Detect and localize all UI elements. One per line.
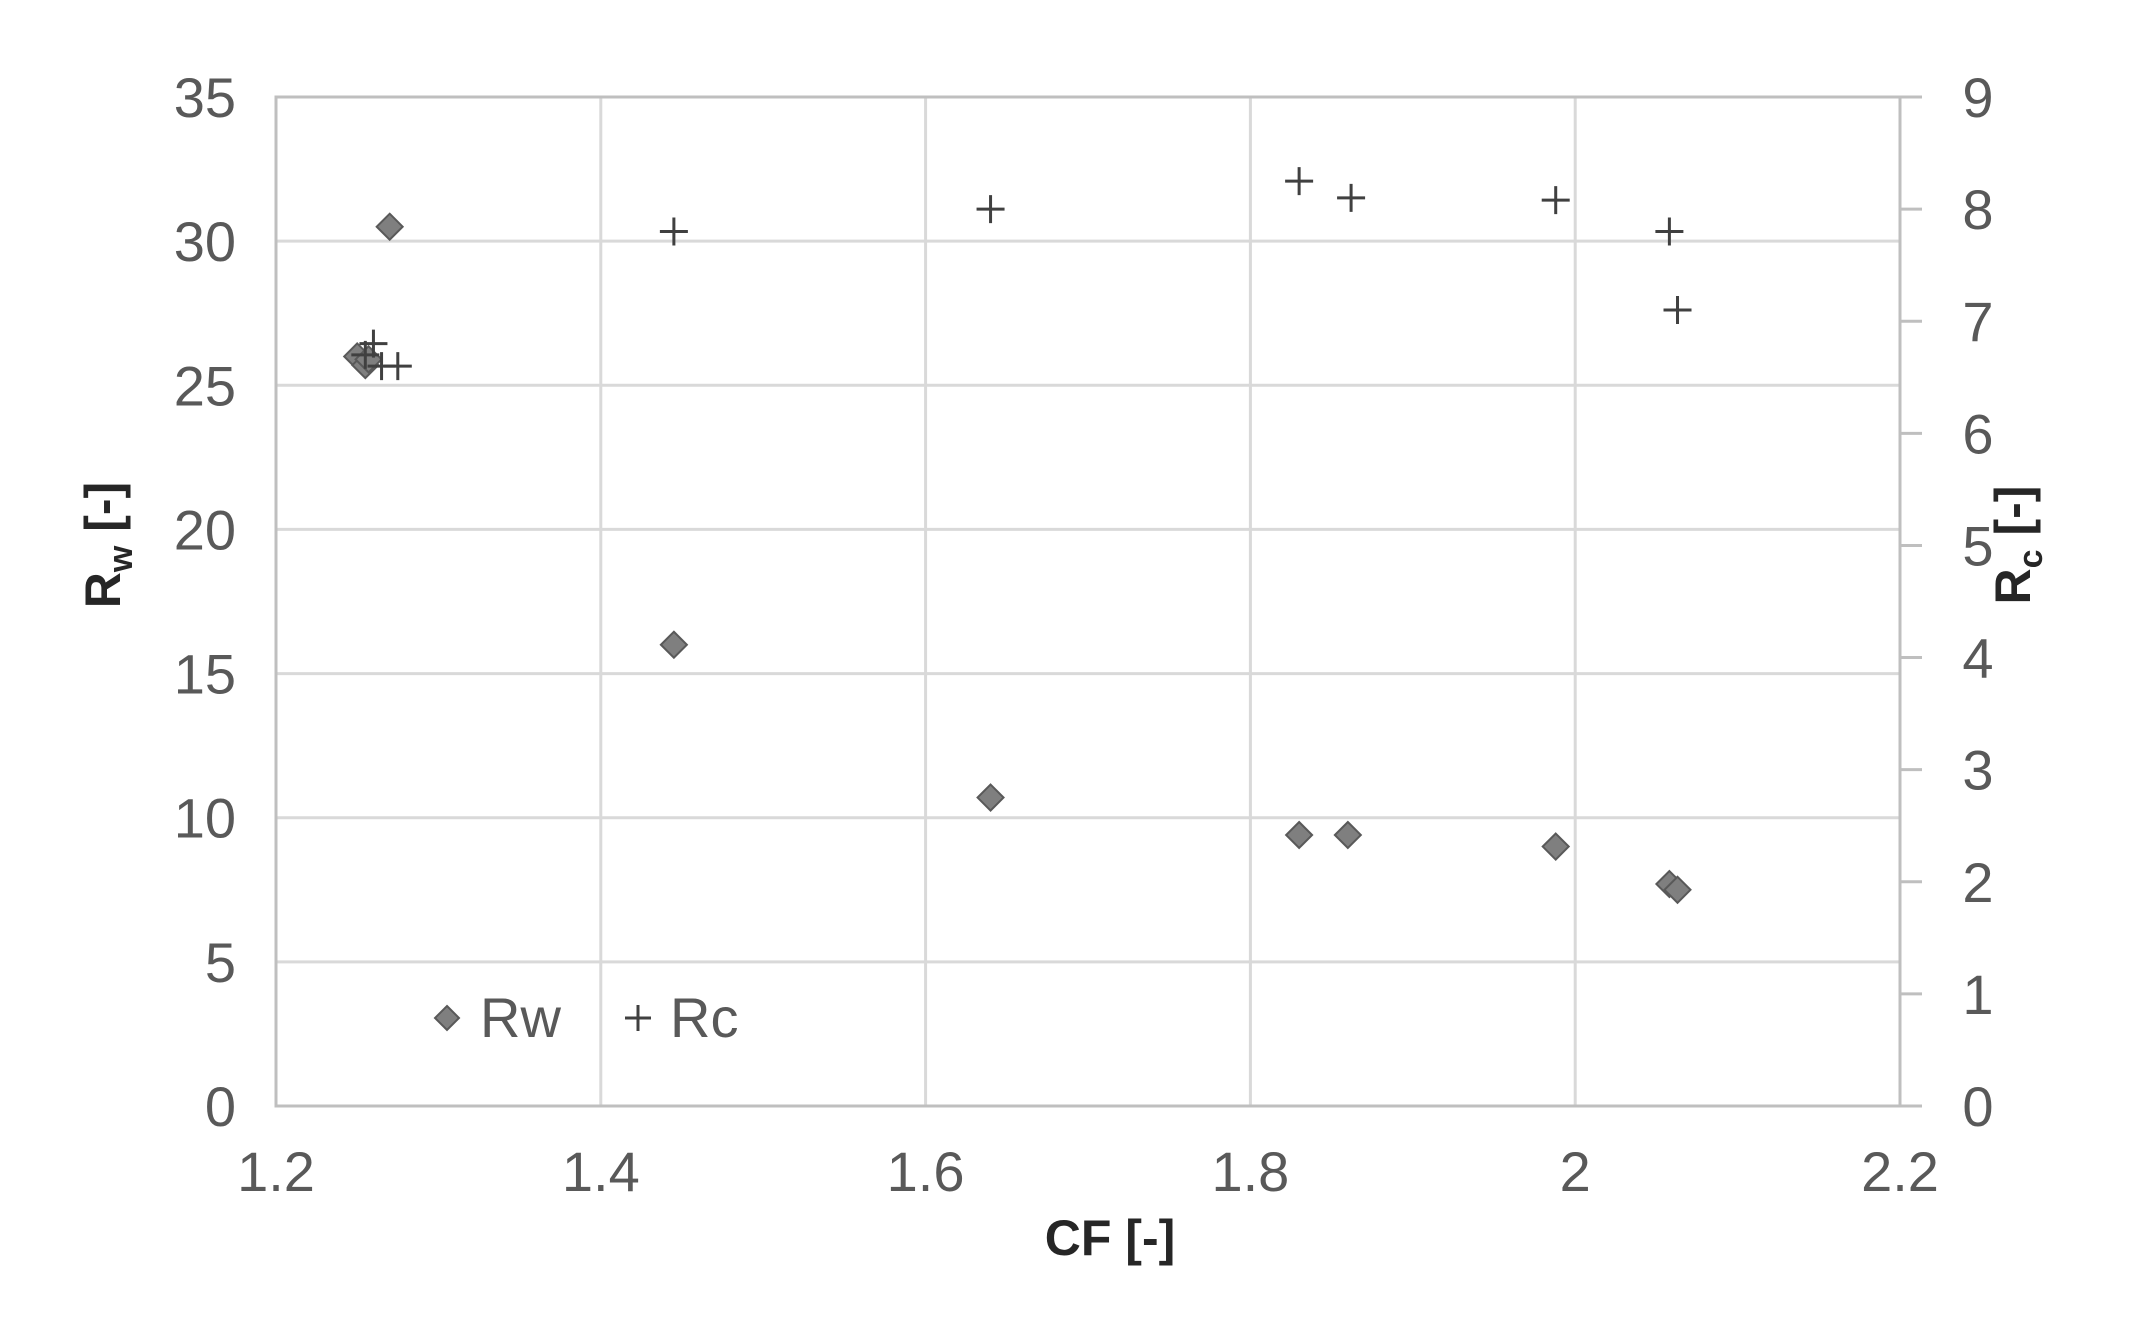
y-tick-label: 5 — [205, 931, 236, 994]
x-axis-title: CF [-] — [1045, 1210, 1176, 1266]
y-tick-label: 0 — [205, 1075, 236, 1138]
rc-point — [1337, 183, 1366, 212]
x-tick-label: 2.2 — [1861, 1140, 1939, 1203]
y-tick-label: 30 — [174, 210, 236, 273]
legend-marker-rc — [625, 1005, 651, 1031]
y2-tick-label: 7 — [1962, 290, 1993, 353]
y2-tick-label: 9 — [1962, 66, 1993, 129]
y2-tick-label: 0 — [1962, 1075, 1993, 1138]
y-axis-title-subscript: w — [102, 545, 140, 573]
rw-point — [1541, 832, 1571, 861]
y-tick-label: 15 — [174, 643, 236, 706]
legend-marker-rw — [433, 1004, 461, 1032]
y-axis-title: Rw [-] — [75, 482, 140, 608]
rc-point — [976, 195, 1005, 224]
y2-tick-label: 6 — [1962, 402, 1993, 465]
legend-label-rc: Rc — [670, 986, 738, 1049]
rw-point — [976, 783, 1005, 812]
rc-point — [383, 352, 412, 381]
x-tick-label: 1.8 — [1211, 1140, 1289, 1203]
y2-axis-title-subscript: c — [2012, 549, 2050, 568]
plot-area-frame — [274, 95, 1902, 1108]
rw-point — [375, 212, 405, 242]
y2-tick-label: 8 — [1962, 178, 1993, 241]
rw-point — [1284, 820, 1314, 850]
y-axis-title-suffix: [-] — [75, 482, 131, 546]
gridlines — [274, 95, 1902, 1108]
y-axis-title-main: R — [75, 572, 131, 608]
y2-tick-label: 3 — [1962, 739, 1993, 802]
y-tick-label: 20 — [174, 498, 236, 561]
rc-point — [359, 329, 388, 358]
rc-point — [1663, 296, 1692, 325]
rw-point — [1663, 875, 1692, 905]
y-tick-label: 35 — [174, 66, 236, 129]
x-tick-label: 2 — [1560, 1140, 1591, 1203]
x-tick-label: 1.6 — [887, 1140, 965, 1203]
y2-tick-label: 2 — [1962, 851, 1993, 914]
legend: Rw Rc — [433, 986, 738, 1049]
rc-point — [1655, 217, 1684, 246]
rw-point — [1333, 820, 1363, 850]
data-marks — [342, 167, 1692, 905]
tick-labels: 1.2 1.4 1.6 1.8 2 2.2 0 5 10 15 20 25 30 35 0 1 2 3 4 5 6 7 8 9 — [174, 66, 1994, 1203]
y-tick-label: 10 — [174, 787, 236, 850]
y2-tick-label: 1 — [1962, 963, 1993, 1026]
y2-tick-label: 4 — [1962, 627, 1993, 690]
x-tick-label: 1.4 — [562, 1140, 640, 1203]
legend-label-rw: Rw — [480, 986, 561, 1049]
rc-point — [1285, 167, 1314, 196]
y-tick-label: 25 — [174, 354, 236, 417]
y2-tick-label: 5 — [1962, 514, 1993, 577]
y2-axis-title: Rc [-] — [1985, 486, 2050, 605]
y2-axis-title-suffix: [-] — [1985, 486, 2041, 550]
rw-point — [659, 630, 689, 660]
y2-axis-title-main: R — [1985, 568, 2041, 604]
rc-point — [1541, 186, 1570, 215]
x-tick-label: 1.2 — [237, 1140, 315, 1203]
rc-point — [659, 217, 688, 246]
